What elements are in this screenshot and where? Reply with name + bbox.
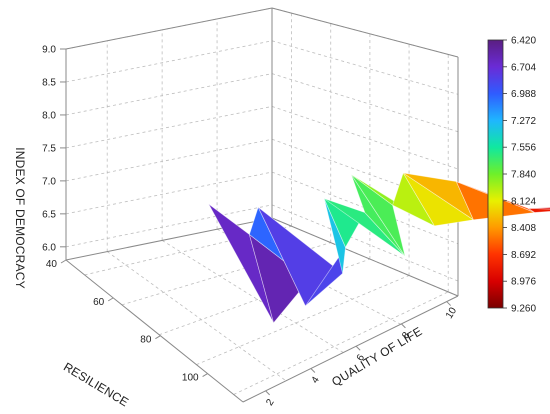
x-tick-mark (265, 390, 270, 396)
colorbar-tick-label: 6.988 (511, 89, 536, 100)
z-tick-label: 6.5 (42, 209, 56, 220)
y-tick-mark (155, 335, 161, 340)
colorbar (487, 39, 504, 309)
z-tick-label: 9.0 (42, 45, 56, 56)
x-tick-label: 6 (355, 352, 368, 363)
z-tick-label: 7.0 (42, 176, 56, 187)
z-gridline (271, 73, 459, 133)
x-tick-mark (401, 323, 406, 329)
colorbar-labels: 6.420 6.704 6.988 7.272 7.556 7.840 8.124 8.408… (503, 36, 536, 315)
z-tick-label: 8.5 (42, 77, 56, 88)
z-tick-label: 7.5 (42, 143, 56, 154)
box-frame (65, 7, 459, 403)
y-gridline (106, 251, 287, 382)
colorbar-tick-label: 8.408 (511, 223, 536, 234)
colorbar-tick-label: 8.124 (511, 196, 536, 207)
z-gridline (65, 138, 273, 182)
axis-ticks: 6.0 6.5 7.0 7.5 8.0 8.5 9.0 40 60 80 100 2 4 6 8 10 (42, 45, 459, 408)
y-tick-label: 80 (140, 335, 152, 346)
box-edge (65, 217, 273, 261)
y-tick-label: 60 (93, 297, 105, 308)
y-tick-label: 40 (46, 259, 58, 270)
z-gridline (271, 106, 459, 170)
colorbar-tick-label: 8.692 (511, 250, 536, 261)
x-tick-label: 8 (400, 330, 413, 341)
x-gridline (196, 275, 410, 366)
x-axis-title: QUALITY OF LIFE (329, 324, 424, 389)
z-gridline (271, 40, 459, 95)
colorbar-tick-label: 9.260 (511, 304, 536, 315)
z-gridline (65, 171, 273, 215)
colorbar-tick-label: 7.840 (511, 170, 536, 181)
box-edge (65, 7, 273, 50)
z-gridline (65, 73, 273, 116)
z-axis-title: INDEX OF DEMOCRACY (13, 147, 27, 289)
colorbar-gradient (487, 39, 504, 309)
surface-facet (528, 207, 550, 210)
colorbar-tick-label: 8.976 (511, 277, 536, 288)
box-edge (242, 295, 459, 403)
x-tick-mark (355, 345, 361, 351)
z-tick-label: 6.0 (42, 242, 56, 253)
colorbar-tick-label: 7.556 (511, 143, 536, 154)
y-tick-mark (202, 373, 208, 378)
x-tick-label: 10 (444, 305, 459, 321)
z-gridline (65, 106, 273, 149)
z-gridline (65, 40, 273, 83)
z-tick-label: 8.0 (42, 110, 56, 121)
x-gridline (233, 291, 449, 395)
y-tick-mark (60, 259, 67, 264)
y-tick-label: 100 (182, 373, 199, 384)
z-gridline (65, 204, 273, 248)
colorbar-tick-label: 7.272 (511, 116, 536, 127)
box-edge (271, 217, 459, 297)
y-axis-title: RESILIENCE (61, 360, 131, 410)
x-tick-label: 2 (264, 397, 277, 408)
box-edge (65, 259, 244, 403)
x-tick-mark (446, 301, 452, 306)
x-tick-mark (310, 368, 316, 373)
y-tick-mark (107, 297, 114, 302)
colorbar-tick-label: 6.420 (511, 36, 536, 47)
x-tick-label: 4 (310, 375, 323, 386)
colorbar-tick-label: 6.704 (511, 62, 536, 73)
surface-facet (527, 208, 550, 213)
surface-mesh (208, 172, 550, 324)
box-edge (271, 7, 459, 58)
